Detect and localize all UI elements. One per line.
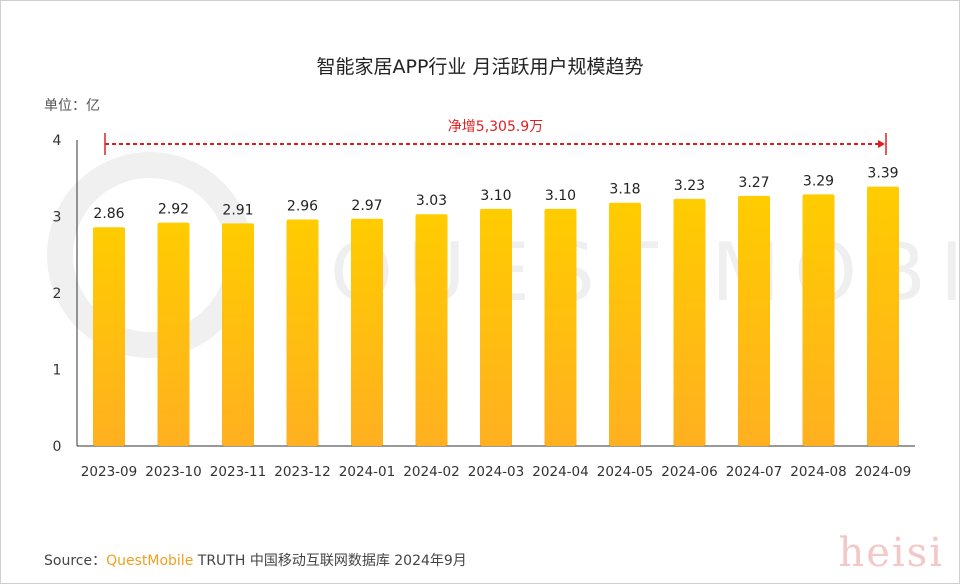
data-label: 3.39 [867, 166, 898, 182]
data-label: 3.27 [738, 175, 769, 191]
x-tick-label: 2024-03 [468, 464, 524, 480]
data-label: 3.29 [803, 173, 834, 189]
y-tick-label: 4 [53, 133, 62, 149]
x-tick-label: 2024-07 [726, 464, 782, 480]
bar [222, 223, 254, 446]
data-label: 2.91 [222, 202, 253, 218]
x-tick-label: 2024-08 [790, 464, 846, 480]
data-label: 3.10 [480, 188, 511, 204]
x-tick-label: 2023-12 [274, 464, 330, 480]
data-label: 3.18 [609, 182, 640, 198]
annotation-label: 净增5,305.9万 [448, 119, 543, 135]
source-rest: TRUTH 中国移动互联网数据库 2024年9月 [193, 553, 467, 569]
x-tick-label: 2023-10 [145, 464, 201, 480]
bar [673, 198, 706, 446]
chart-title: 智能家居APP行业 月活跃用户规模趋势 [316, 56, 644, 78]
x-tick-label: 2024-04 [532, 464, 588, 480]
bar [609, 202, 641, 446]
annotation-arrowhead [878, 140, 885, 148]
x-tick-label: 2023-09 [81, 464, 137, 480]
data-label: 3.03 [416, 193, 447, 209]
bar [415, 214, 448, 446]
bar [480, 208, 512, 446]
data-label: 3.23 [674, 178, 705, 194]
source-note: Source：QuestMobile TRUTH 中国移动互联网数据库 2024… [44, 550, 467, 570]
y-tick-label: 1 [53, 363, 62, 379]
y-tick-label: 0 [53, 439, 62, 455]
bar [286, 219, 319, 446]
x-tick-label: 2023-11 [210, 464, 266, 480]
bar [544, 208, 577, 446]
bar [157, 222, 190, 446]
x-tick-label: 2024-05 [597, 464, 653, 480]
bar [351, 218, 383, 446]
data-label: 2.92 [158, 202, 189, 218]
source-brand: QuestMobile [106, 553, 194, 569]
data-label: 2.96 [287, 199, 318, 215]
x-tick-label: 2024-01 [339, 464, 395, 480]
data-label: 2.97 [351, 198, 382, 214]
x-tick-label: 2024-02 [403, 464, 459, 480]
data-label: 3.10 [545, 188, 576, 204]
x-tick-label: 2024-09 [855, 464, 911, 480]
y-tick-label: 3 [53, 210, 62, 226]
bar [93, 227, 125, 446]
bar [802, 194, 835, 446]
bar [738, 195, 770, 446]
data-label: 2.86 [93, 206, 124, 222]
y-tick-label: 2 [53, 286, 62, 302]
watermark-text: heisi [838, 530, 944, 576]
source-prefix: Source： [44, 553, 107, 569]
x-tick-label: 2024-06 [661, 464, 717, 480]
unit-label: 单位：亿 [44, 98, 100, 114]
bar [867, 186, 899, 447]
